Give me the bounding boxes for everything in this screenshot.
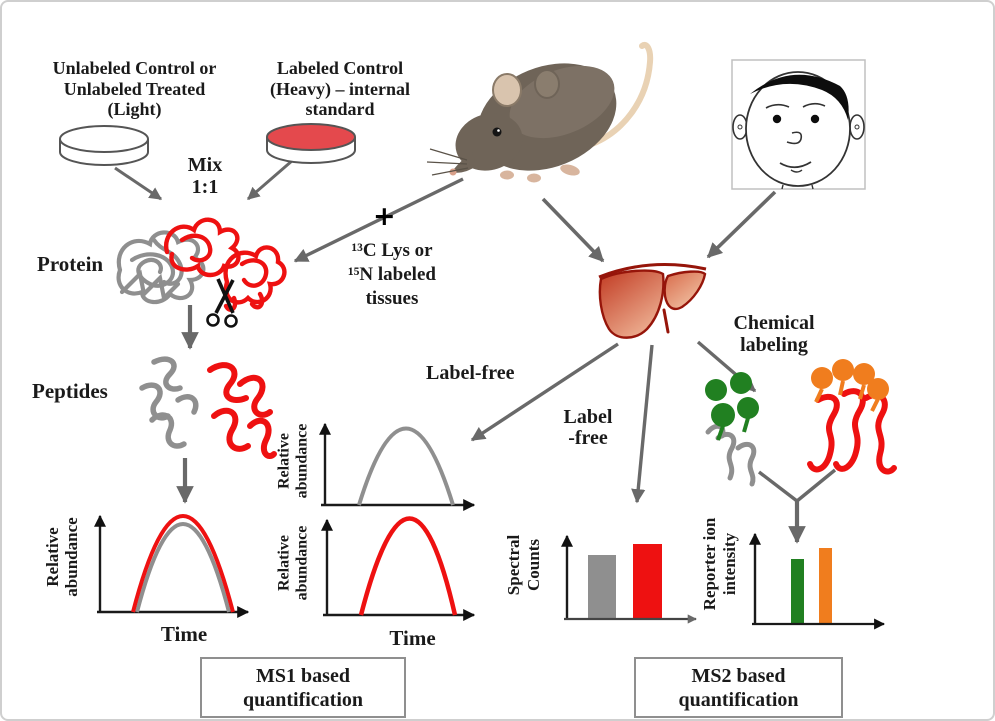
mix-ratio-label: Mix 1:1 — [187, 154, 223, 198]
arrow-liver-to-spectral — [631, 344, 654, 504]
red-bar — [633, 544, 662, 619]
arrow-face-to-liver — [706, 190, 777, 259]
protein-tangle-red — [163, 217, 287, 312]
red-peak-curve — [358, 516, 458, 616]
left-chromatogram-plot — [94, 514, 250, 618]
mouse-illustration — [426, 42, 654, 183]
orange-bar — [819, 548, 832, 624]
gray-peak-curve — [357, 426, 455, 506]
heavy-dish-label: Labeled Control (Heavy) – internal stand… — [270, 58, 410, 120]
peptides-gray — [139, 356, 199, 449]
mid-bottom-plot-ylabel: Relative abundance — [275, 525, 311, 601]
arrow-light-dish-to-mix — [114, 166, 163, 201]
label-free-left-label: Label-free — [426, 362, 515, 384]
light-dish-label: Unlabeled Control or Unlabeled Treated (… — [52, 58, 217, 120]
protein-label: Protein — [37, 252, 104, 276]
ms1-quantification-box: MS1 based quantification — [200, 657, 406, 718]
arrow-heavy-dish-to-mix — [247, 158, 294, 201]
spectral-counts-ylabel: Spectral Counts — [504, 534, 543, 596]
liver-icon — [598, 263, 707, 339]
flow-arrows — [114, 158, 837, 544]
protein-tangle-gray — [116, 230, 206, 305]
isotope-label: ¹³C Lys or ¹⁵N labeled tissues — [348, 240, 436, 309]
left-plot-ylabel: Relative abundance — [43, 517, 81, 597]
scissors-icon — [206, 278, 238, 328]
ms1-box-label: MS1 based quantification — [242, 664, 364, 711]
green-bar — [791, 559, 804, 624]
petri-dish-light-icon — [59, 125, 149, 166]
reporter-ion-ylabel: Reporter ion intensity — [700, 517, 739, 611]
red-peak-curve — [131, 514, 235, 613]
reporter-ion-chart — [749, 532, 886, 630]
mid-top-plot-ylabel: Relative abundance — [275, 423, 311, 499]
mid-bottom-chromatogram-plot — [321, 516, 476, 621]
gray-bar — [588, 555, 616, 619]
labeled-peptides-orange — [807, 359, 897, 475]
arrow-mouse-to-liver — [541, 197, 605, 263]
ms2-box-label: MS2 based quantification — [678, 664, 799, 711]
peptides-label: Peptides — [32, 379, 108, 403]
mid-plot-xlabel: Time — [389, 626, 436, 650]
petri-dish-heavy-icon — [266, 123, 356, 164]
peptides-red — [207, 362, 277, 459]
left-plot-xlabel: Time — [160, 622, 208, 646]
ms2-quantification-box: MS2 based quantification — [634, 657, 843, 718]
converge-lines — [757, 468, 837, 503]
chemical-labeling-label: Chemical labeling — [733, 312, 815, 356]
spectral-counts-chart — [561, 534, 697, 624]
arrow-mouse-to-protein — [293, 177, 464, 263]
mid-top-chromatogram-plot — [319, 422, 476, 511]
label-free-mid-label: Label -free — [563, 406, 613, 449]
gray-peak-curve — [135, 522, 231, 613]
arrow-liver-to-midplots — [470, 342, 619, 442]
plus-sign: + — [373, 201, 396, 232]
human-face-illustration — [731, 59, 866, 190]
labeled-peptides-green — [705, 372, 759, 487]
